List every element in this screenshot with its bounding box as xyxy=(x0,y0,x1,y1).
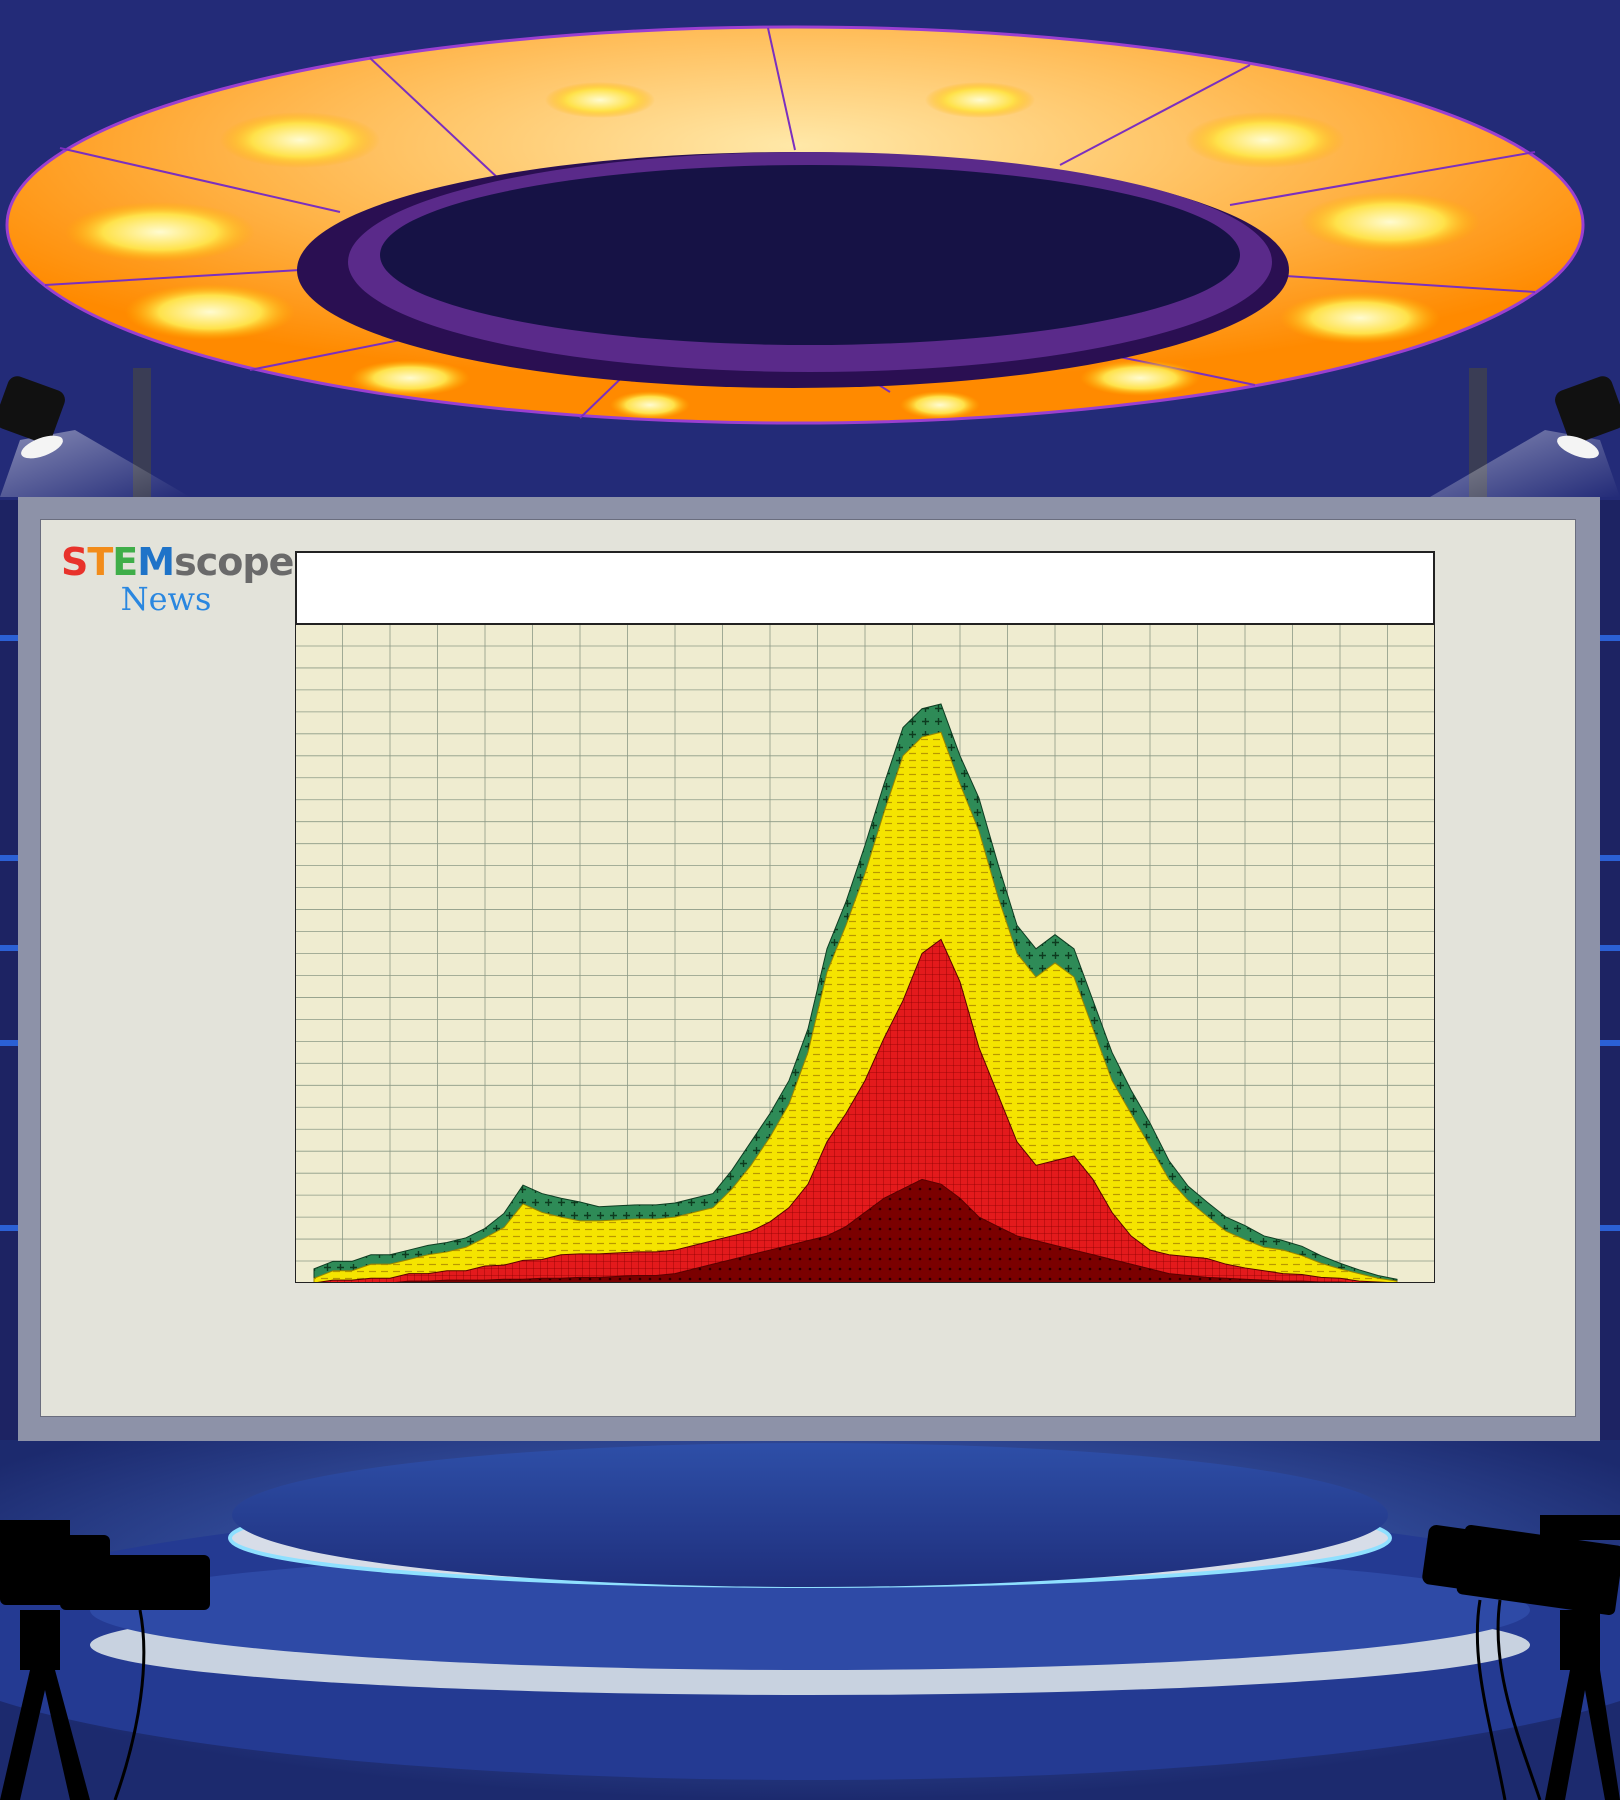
area-series-3 xyxy=(313,731,1398,1283)
logo-brand: STEMscopes™ xyxy=(61,540,325,584)
logo-letter: T xyxy=(87,540,113,584)
logo-letter: M xyxy=(137,540,175,584)
logo-letter: E xyxy=(112,540,138,584)
logo-letter: c xyxy=(195,540,219,584)
area-series-1 xyxy=(314,1178,1397,1283)
logo-letter: S xyxy=(61,540,88,584)
logo-letter: s xyxy=(174,540,197,584)
series-areas xyxy=(313,703,1398,1283)
logo-letter: o xyxy=(217,540,243,584)
logo-subtitle: News xyxy=(120,580,212,618)
area-series-2 xyxy=(313,938,1398,1283)
chart-title-box xyxy=(295,551,1435,625)
stacked-area-chart xyxy=(295,624,1435,1283)
logo-letter: e xyxy=(268,540,295,584)
stemscopes-news-logo: STEMscopes™ News xyxy=(61,540,325,618)
logo-letter: p xyxy=(242,540,269,584)
